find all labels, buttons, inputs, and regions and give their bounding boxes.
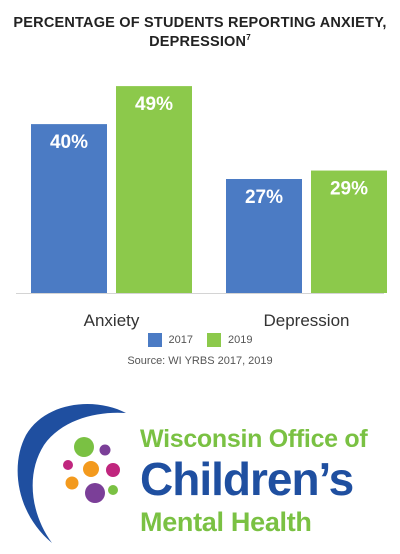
- chart-title-text: PERCENTAGE OF STUDENTS REPORTING ANXIETY…: [13, 15, 387, 50]
- logo-mark-icon: [17, 403, 127, 543]
- category-label-anxiety: Anxiety: [84, 311, 140, 330]
- logo-dot-orange-center: [83, 461, 99, 477]
- wocmh-logo: Wisconsin Office of Children’s Mental He…: [0, 395, 400, 554]
- legend-swatch-2019: [207, 333, 221, 347]
- legend-label-2019: 2019: [228, 334, 253, 346]
- logo-dot-green-top: [74, 437, 94, 457]
- data-label-depression-2017: 27%: [245, 187, 283, 208]
- logo-text-line3: Mental Health: [140, 507, 312, 537]
- chart-legend: 2017 2019: [0, 333, 400, 347]
- legend-swatch-2017: [147, 333, 162, 347]
- logo-dot-green-right: [108, 485, 118, 495]
- legend-label-2017: 2017: [168, 334, 193, 346]
- category-label-depression: Depression: [264, 311, 350, 330]
- logo-dot-purple-bottom: [85, 483, 105, 503]
- bar-depression-2019: [311, 170, 387, 293]
- data-label-anxiety-2019: 49%: [135, 94, 173, 115]
- legend-item-2019: 2019: [207, 333, 252, 347]
- title-footnote: 7: [246, 33, 251, 43]
- chart-title: PERCENTAGE OF STUDENTS REPORTING ANXIETY…: [0, 14, 400, 52]
- chart-source: Source: WI YRBS 2017, 2019: [127, 355, 273, 367]
- legend-item-2017: 2017: [147, 333, 193, 347]
- logo-text-line2: Children’s: [140, 453, 354, 505]
- data-label-anxiety-2017: 40%: [50, 132, 88, 153]
- bar-anxiety-2019: [116, 86, 192, 293]
- logo-swoosh-icon: [17, 403, 127, 543]
- logo-dot-purple-top: [99, 444, 111, 456]
- bar-chart: 40% 49% Anxiety 27% 29% Depression: [16, 86, 387, 330]
- bar-anxiety-2017: [31, 124, 107, 293]
- logo-dot-magenta-right: [106, 463, 120, 477]
- data-label-depression-2019: 29%: [330, 179, 368, 200]
- logo-dot-magenta-left: [63, 460, 73, 470]
- bar-depression-2017: [226, 179, 302, 293]
- logo-dot-orange-left: [65, 476, 79, 490]
- logo-text-line1: Wisconsin Office of: [140, 425, 368, 453]
